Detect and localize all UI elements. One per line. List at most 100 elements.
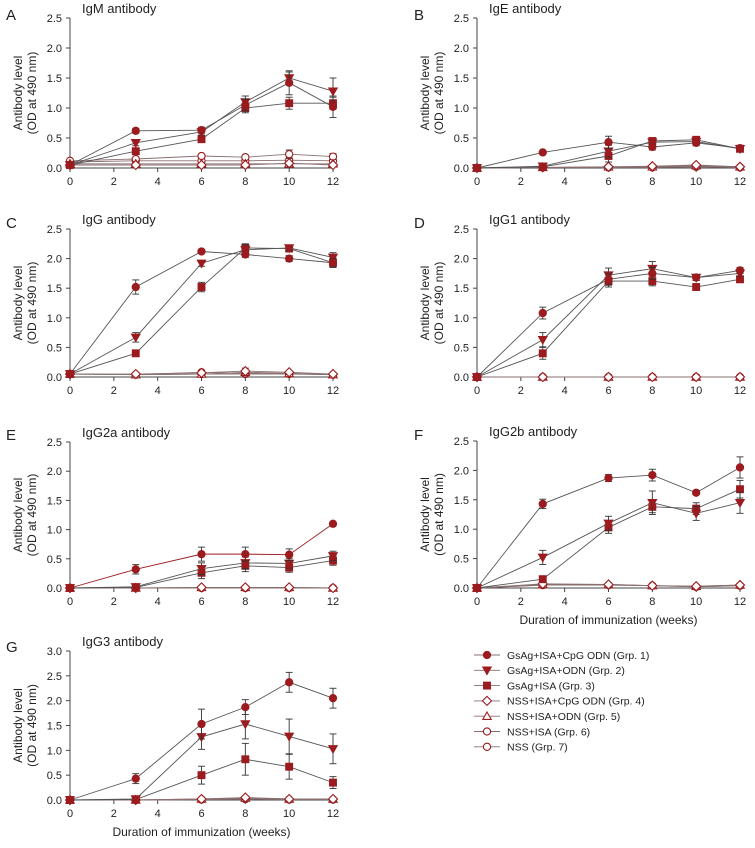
y-axis-label-line1: Antibody level xyxy=(418,56,432,131)
data-point xyxy=(604,138,613,147)
x-tick-label: 2 xyxy=(111,176,117,188)
data-point xyxy=(240,365,251,377)
x-tick-label: 8 xyxy=(649,596,655,608)
data-point xyxy=(327,793,339,805)
panel-letter: C xyxy=(6,215,17,232)
legend-marker xyxy=(483,681,491,690)
panel-ige-antibody: B IgE antibody 0.0 0.5 1.0 1.5 2.0 2.5 0 2 4 6 8 10 12… xyxy=(414,1,746,188)
series-g1 xyxy=(65,519,338,593)
series-line xyxy=(69,247,334,375)
data-point xyxy=(691,509,702,519)
y-tick-label: 2.0 xyxy=(454,254,469,266)
series-line xyxy=(69,77,334,166)
data-point xyxy=(538,308,547,318)
data-point xyxy=(130,368,142,380)
x-tick-label: 10 xyxy=(690,596,702,608)
data-point xyxy=(283,366,295,378)
series-line xyxy=(70,586,334,589)
data-point xyxy=(690,371,702,383)
series-line xyxy=(476,467,741,589)
data-point xyxy=(692,283,701,291)
data-point xyxy=(735,144,745,153)
y-tick-label: 1.0 xyxy=(454,103,469,115)
y-tick-label: 2.0 xyxy=(454,465,469,477)
x-tick-label: 2 xyxy=(518,176,524,188)
data-point xyxy=(130,795,141,805)
y-tick-label: 0.5 xyxy=(454,133,469,145)
data-point xyxy=(65,795,75,805)
x-tick-label: 0 xyxy=(474,596,480,608)
data-point xyxy=(538,148,547,157)
x-tick-label: 8 xyxy=(649,385,655,397)
y-tick-label: 0.5 xyxy=(47,133,62,145)
data-point xyxy=(603,161,614,173)
x-tick-label: 2 xyxy=(111,808,117,820)
series-g4 xyxy=(471,371,746,383)
y-tick-label: 1.5 xyxy=(454,495,469,507)
panel-igm-antibody: A IgM antibody 0.0 0.5 1.0 1.5 2.0 2.5 0 2 4 6 8 10 12… xyxy=(6,1,339,188)
data-point xyxy=(196,582,207,593)
panel-letter: G xyxy=(6,639,18,656)
series-line xyxy=(69,555,334,589)
data-point xyxy=(285,78,294,87)
data-point xyxy=(537,371,549,383)
data-point xyxy=(131,282,140,292)
series-g3 xyxy=(473,274,744,381)
x-tick-label: 10 xyxy=(690,176,702,188)
series-g1 xyxy=(65,70,338,170)
data-point xyxy=(692,488,701,497)
series-line xyxy=(476,164,741,169)
data-point xyxy=(538,575,547,584)
data-point xyxy=(285,762,294,771)
x-tick-label: 0 xyxy=(67,808,73,820)
series-line xyxy=(476,269,741,378)
x-tick-label: 4 xyxy=(155,385,161,397)
y-tick-label: 0.0 xyxy=(47,372,62,384)
x-tick-label: 0 xyxy=(474,385,480,397)
y-tick-label: 2.5 xyxy=(454,13,469,25)
legend-label: NSS+ISA+ODN (Grp. 5) xyxy=(507,711,620,723)
y-axis-label-line1: Antibody level xyxy=(418,266,432,341)
data-point xyxy=(197,126,206,135)
data-point xyxy=(130,139,141,149)
series-line xyxy=(69,723,334,801)
y-tick-label: 1.0 xyxy=(454,524,469,536)
data-point xyxy=(734,371,746,383)
y-tick-label: 0.5 xyxy=(47,342,62,354)
data-point xyxy=(197,549,206,559)
legend-marker xyxy=(482,727,492,736)
x-tick-label: 10 xyxy=(283,596,295,608)
legend-marker xyxy=(481,666,493,676)
y-axis-label-line1: Antibody level xyxy=(11,56,25,131)
y-tick-label: 1.5 xyxy=(47,73,62,85)
data-point xyxy=(197,283,206,291)
x-axis-label: Duration of immunization (weeks) xyxy=(112,825,290,839)
y-tick-label: 1.5 xyxy=(47,721,62,733)
x-tick-label: 8 xyxy=(242,596,248,608)
x-tick-label: 12 xyxy=(327,385,339,397)
series-g1 xyxy=(65,671,338,805)
x-tick-label: 10 xyxy=(283,808,295,820)
y-tick-label: 2.5 xyxy=(47,224,62,236)
x-tick-label: 2 xyxy=(518,385,524,397)
y-axis-label-line2: (OD at 490 nm) xyxy=(25,474,39,557)
series-line xyxy=(476,488,741,589)
data-point xyxy=(603,579,614,590)
panel-letter: F xyxy=(414,427,423,444)
legend-label: GsAg+ISA (Grp. 3) xyxy=(507,680,595,692)
panel-igg2a-antibody: E IgG2a antibody 0.0 0.5 1.0 1.5 2.0 2.5 0 2 4 6 8 10… xyxy=(6,425,339,608)
y-tick-label: 1.0 xyxy=(47,103,62,115)
x-tick-label: 6 xyxy=(198,385,204,397)
y-tick-label: 0.0 xyxy=(454,163,469,175)
data-point xyxy=(327,582,339,594)
series-g4 xyxy=(64,792,339,806)
data-point xyxy=(285,254,294,263)
data-point xyxy=(537,162,548,172)
y-tick-label: 0.5 xyxy=(47,770,62,782)
y-tick-label: 0.0 xyxy=(454,583,469,595)
y-tick-label: 1.5 xyxy=(47,495,62,507)
y-tick-label: 0.5 xyxy=(454,554,469,566)
data-point xyxy=(734,161,746,173)
series-line xyxy=(476,583,741,589)
y-axis-label-line2: (OD at 490 nm) xyxy=(25,684,39,767)
